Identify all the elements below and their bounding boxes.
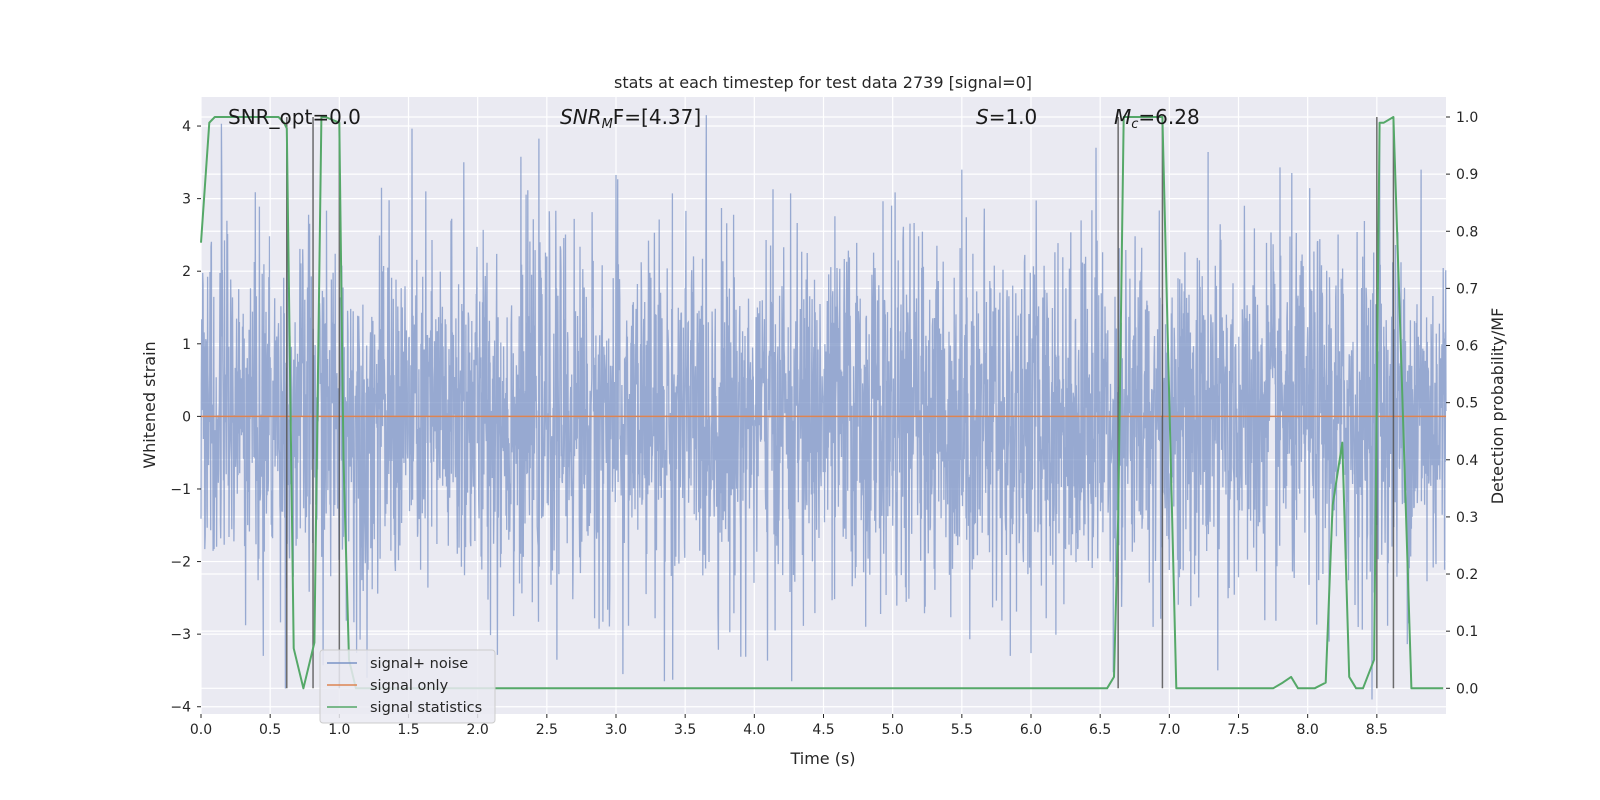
x-tick-label: 5.0: [882, 722, 904, 738]
y-tick-label: −2: [170, 555, 191, 571]
y2-tick-label: 0.4: [1456, 453, 1478, 469]
y-tick-label: −4: [170, 700, 191, 716]
snr-mf-annotation: SNRMF=[4.37]: [560, 105, 701, 132]
y-axis-label: Whitened strain: [140, 341, 159, 468]
mc-main: M: [1114, 105, 1131, 129]
x-tick-label: 0.0: [190, 722, 212, 738]
legend-label-noise: signal+ noise: [370, 656, 468, 672]
snr-mf-sub: M: [602, 117, 613, 132]
y2-axis-label: Detection probability/MF: [1488, 308, 1507, 505]
s-main: S: [976, 105, 989, 129]
legend-label-signal: signal only: [370, 678, 449, 694]
x-tick-label: 8.0: [1297, 722, 1319, 738]
y2-tick-label: 0.0: [1456, 681, 1478, 697]
y-tick-label: 0: [182, 409, 191, 425]
y-tick-label: 1: [182, 337, 191, 353]
x-tick-label: 2.5: [536, 722, 558, 738]
vertical-markers: [286, 116, 1395, 689]
mc-sub: c: [1131, 117, 1138, 132]
y2-tick-label: 0.6: [1456, 339, 1478, 355]
mc-annotation: Mc=6.28: [1114, 105, 1200, 132]
y2-tick-label: 1.0: [1456, 110, 1478, 126]
snr-mf-rest: F=[4.37]: [613, 105, 701, 129]
x-tick-label: 3.5: [674, 722, 696, 738]
signal-noise-trace: [200, 115, 1447, 700]
y-tick-label: −1: [170, 482, 191, 498]
y2-tick-label: 0.5: [1456, 396, 1478, 412]
x-tick-label: 5.5: [951, 722, 973, 738]
y-tick-label: −3: [170, 627, 191, 643]
x-tick-label: 7.0: [1158, 722, 1180, 738]
y2-tick-label: 0.7: [1456, 281, 1478, 297]
y2-tick-label: 0.9: [1456, 167, 1478, 183]
y-tick-label: 4: [182, 119, 191, 135]
mc-rest: =6.28: [1138, 105, 1199, 129]
signal-statistics-line: [200, 116, 1444, 690]
x-tick-label: 2.0: [467, 722, 489, 738]
x-tick-label: 1.0: [328, 722, 350, 738]
signal-statistics-layer: [200, 116, 1444, 690]
s-annotation: S=1.0: [976, 105, 1037, 129]
s-rest: =1.0: [989, 105, 1038, 129]
chart-title: stats at each timestep for test data 273…: [614, 73, 1032, 92]
legend: signal+ noise signal only signal statist…: [319, 649, 496, 724]
snr-mf-main: SNR: [560, 105, 602, 129]
y-tick-label: 2: [182, 264, 191, 280]
y2-tick-label: 0.1: [1456, 624, 1478, 640]
x-axis-label: Time (s): [789, 749, 855, 768]
y2-tick-label: 0.3: [1456, 510, 1478, 526]
x-tick-label: 8.5: [1366, 722, 1388, 738]
x-tick-label: 0.5: [259, 722, 281, 738]
x-tick-label: 6.0: [1020, 722, 1042, 738]
legend-label-stats: signal statistics: [370, 700, 482, 716]
x-tick-label: 7.5: [1227, 722, 1249, 738]
x-tick-label: 6.5: [1089, 722, 1111, 738]
y-tick-label: 3: [182, 192, 191, 208]
axis-ticks: 0.0 0.5 1.0 1.5 2.0 2.5 3.0 3.5 4.0 4.5 5.0 5.5 6.0 6…: [170, 110, 1478, 738]
x-tick-label: 1.5: [397, 722, 419, 738]
snr-opt-annotation: SNR_opt=0.0: [228, 105, 361, 129]
signal-noise-line: [200, 115, 1447, 700]
x-tick-label: 4.0: [743, 722, 765, 738]
x-tick-label: 3.0: [605, 722, 627, 738]
x-tick-label: 4.5: [812, 722, 834, 738]
y2-tick-label: 0.2: [1456, 567, 1478, 583]
y2-tick-label: 0.8: [1456, 224, 1478, 240]
legend-box: [319, 649, 496, 724]
